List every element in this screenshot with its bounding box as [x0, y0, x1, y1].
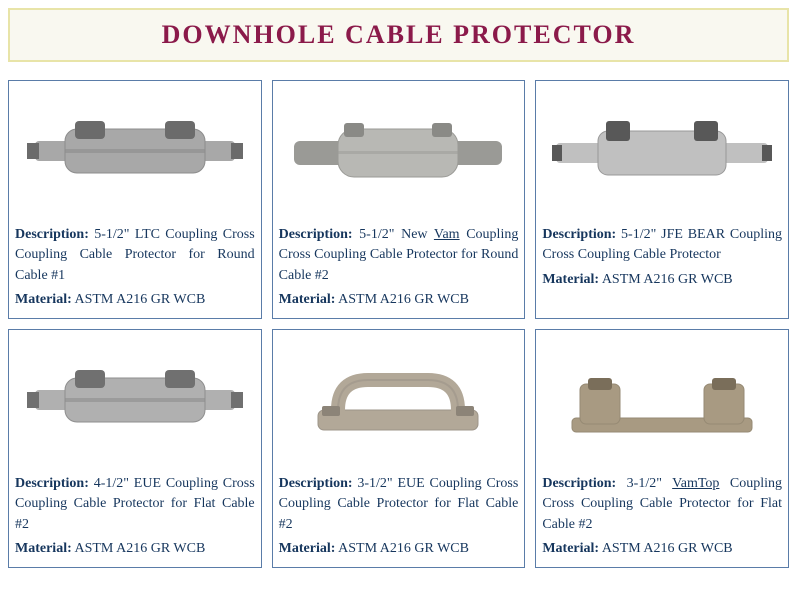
product-material: Material: ASTM A216 GR WCB [279, 539, 519, 559]
product-card: Description: 5-1/2" New Vam Coupling Cro… [272, 80, 526, 319]
product-material: Material: ASTM A216 GR WCB [279, 290, 519, 310]
product-material: Material: ASTM A216 GR WCB [15, 539, 255, 559]
product-card: Description: 4-1/2" EUE Coupling Cross C… [8, 329, 262, 568]
product-text: Description: 5-1/2" JFE BEAR Coupling Cr… [536, 221, 788, 298]
product-material: Material: ASTM A216 GR WCB [542, 270, 782, 290]
product-description: Description: 4-1/2" EUE Coupling Cross C… [15, 474, 255, 535]
product-text: Description: 5-1/2" New Vam Coupling Cro… [273, 221, 525, 318]
product-image [9, 330, 261, 470]
product-image [9, 81, 261, 221]
product-text: Description: 4-1/2" EUE Coupling Cross C… [9, 470, 261, 567]
product-description: Description: 5-1/2" New Vam Coupling Cro… [279, 225, 519, 286]
product-image [536, 330, 788, 470]
product-description: Description: 3-1/2" VamTop Coupling Cros… [542, 474, 782, 535]
product-card: Description: 3-1/2" VamTop Coupling Cros… [535, 329, 789, 568]
product-card: Description: 5-1/2" LTC Coupling Cross C… [8, 80, 262, 319]
page-title-bar: DOWNHOLE CABLE PROTECTOR [8, 8, 789, 62]
product-text: Description: 3-1/2" EUE Coupling Cross C… [273, 470, 525, 567]
product-text: Description: 5-1/2" LTC Coupling Cross C… [9, 221, 261, 318]
page-title: DOWNHOLE CABLE PROTECTOR [10, 20, 787, 50]
product-image [536, 81, 788, 221]
product-card: Description: 3-1/2" EUE Coupling Cross C… [272, 329, 526, 568]
product-image [273, 330, 525, 470]
product-material: Material: ASTM A216 GR WCB [542, 539, 782, 559]
product-description: Description: 5-1/2" JFE BEAR Coupling Cr… [542, 225, 782, 266]
product-material: Material: ASTM A216 GR WCB [15, 290, 255, 310]
product-text: Description: 3-1/2" VamTop Coupling Cros… [536, 470, 788, 567]
product-description: Description: 3-1/2" EUE Coupling Cross C… [279, 474, 519, 535]
product-description: Description: 5-1/2" LTC Coupling Cross C… [15, 225, 255, 286]
product-grid: Description: 5-1/2" LTC Coupling Cross C… [8, 80, 789, 568]
product-card: Description: 5-1/2" JFE BEAR Coupling Cr… [535, 80, 789, 319]
product-image [273, 81, 525, 221]
